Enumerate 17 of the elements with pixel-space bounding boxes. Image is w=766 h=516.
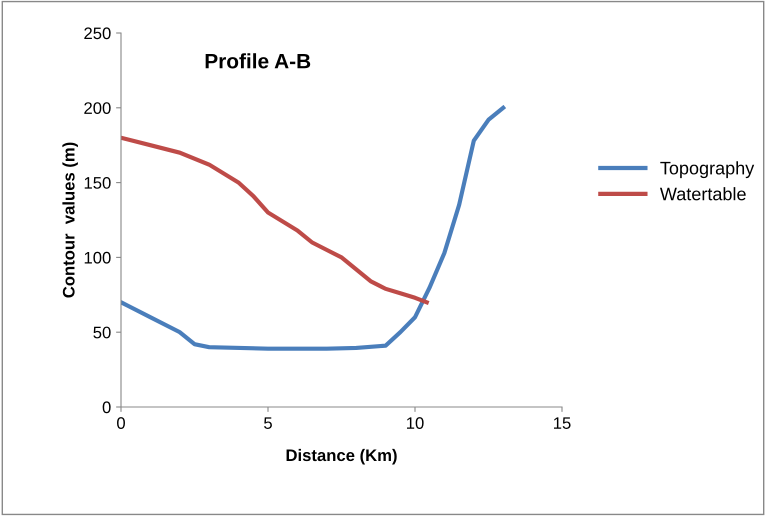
x-tick-label: 15 (554, 417, 571, 429)
y-axis-title: Contour values (m) (62, 142, 78, 298)
x-tick-label: 0 (117, 417, 125, 429)
legend-label: Topography (660, 161, 754, 178)
y-tick-label: 50 (93, 326, 111, 338)
x-tick-label: 10 (407, 417, 424, 429)
y-tick-label: 100 (84, 252, 111, 264)
y-tick-label: 250 (84, 27, 111, 40)
y-tick-label: 200 (84, 102, 111, 114)
x-axis-title: Distance (Km) (286, 448, 397, 464)
x-tick-label: 5 (264, 417, 272, 429)
y-tick-label: 0 (102, 401, 111, 414)
line-series (121, 136, 429, 304)
y-tick-label: 150 (84, 177, 111, 189)
text: Profile A-B (206, 53, 310, 69)
legend-label: Watertable (660, 187, 746, 200)
line-series (121, 106, 506, 351)
